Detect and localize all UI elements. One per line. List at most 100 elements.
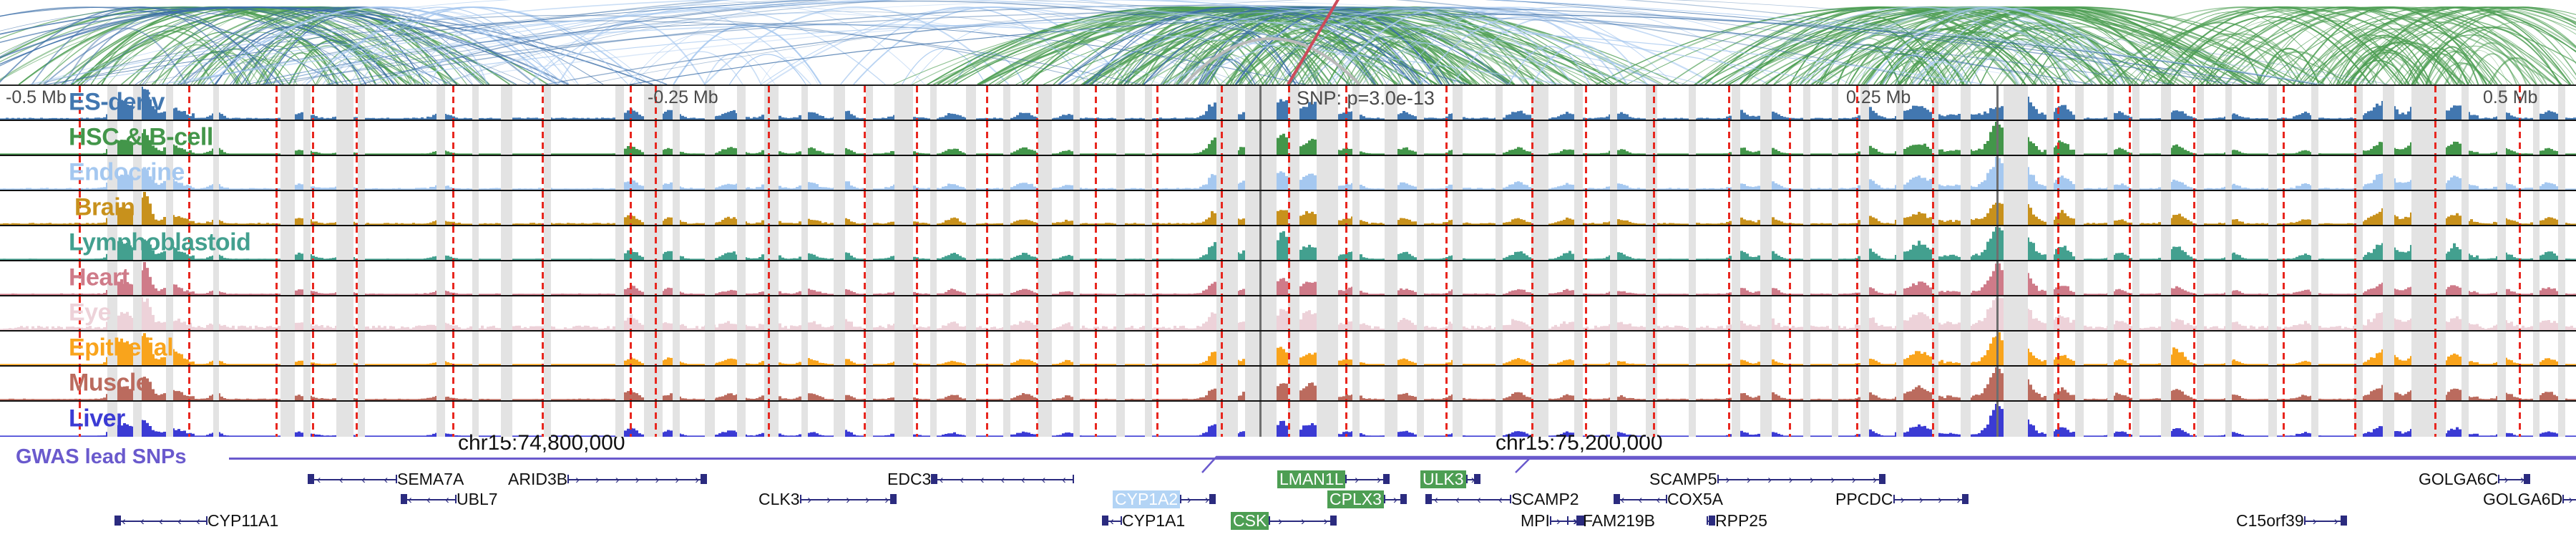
regulatory-shade bbox=[1003, 261, 1010, 295]
interaction-arc bbox=[2301, 6, 2576, 84]
track-hsc-b-cell[interactable]: HSC & B-cell bbox=[0, 121, 2576, 156]
regulatory-shade bbox=[2558, 296, 2565, 330]
regulatory-shade bbox=[303, 367, 311, 400]
interaction-arc bbox=[1419, 16, 1621, 84]
gene-csk[interactable]: CSK › › › bbox=[1231, 511, 1337, 530]
snp-marker-line bbox=[1288, 367, 1290, 400]
gene-exon-block bbox=[114, 516, 121, 526]
strand-arrow-icon: › bbox=[615, 472, 620, 486]
track-endocrine[interactable]: Endocrine bbox=[0, 156, 2576, 191]
gene-intron-line bbox=[2498, 479, 2531, 480]
regulatory-shade bbox=[1453, 261, 1463, 295]
regulatory-shade bbox=[834, 86, 845, 120]
track-muscle[interactable]: Muscle bbox=[0, 367, 2576, 402]
snp-marker-line bbox=[312, 332, 314, 365]
regulatory-shade bbox=[1116, 121, 1125, 155]
regulatory-shade bbox=[1803, 367, 1810, 400]
snp-marker-line bbox=[188, 402, 190, 437]
snp-marker-line bbox=[864, 191, 866, 225]
regulatory-shade bbox=[2558, 156, 2565, 190]
track-lymphoblastoid[interactable]: Lymphoblastoid bbox=[0, 226, 2576, 261]
strand-arrow-icon: ‹ bbox=[1656, 492, 1661, 506]
regulatory-shade bbox=[644, 402, 663, 437]
gene-cyp1a2[interactable]: CYP1A2 › › bbox=[1113, 490, 1216, 508]
gene-intron-line bbox=[401, 499, 457, 500]
track-brain[interactable]: Brain bbox=[0, 191, 2576, 226]
interaction-arc bbox=[90, 25, 243, 84]
gene-c15orf39[interactable]: C15orf39 › › bbox=[2236, 511, 2347, 530]
gene-cyp11a1[interactable]: ‹ ‹ ‹ ‹ ‹ CYP11A1 bbox=[114, 511, 278, 530]
gene-label: RPP25 bbox=[1715, 511, 1767, 530]
gene-strand-arrows: › bbox=[1567, 515, 1583, 527]
snp-marker-line bbox=[2434, 332, 2436, 365]
snp-marker-line bbox=[630, 226, 632, 260]
gene-arid3b[interactable]: ARID3B › › › › › › › bbox=[508, 470, 708, 488]
regulatory-shade bbox=[436, 296, 445, 330]
gene-label: EDC3 bbox=[887, 469, 932, 488]
snp-marker-line bbox=[1156, 332, 1158, 365]
gene-clk3[interactable]: CLK3 › › › › › bbox=[758, 490, 897, 508]
strand-arrow-icon: › bbox=[1725, 472, 1730, 486]
gene-cox5a[interactable]: ‹ ‹ ‹ COX5A bbox=[1614, 490, 1723, 508]
gene-golga6c[interactable]: GOLGA6C › › bbox=[2419, 470, 2531, 488]
position-marker-line bbox=[1996, 261, 1999, 295]
interaction-arc bbox=[1311, 44, 1416, 84]
regulatory-shade bbox=[615, 261, 624, 295]
gene-exon-block bbox=[1209, 494, 1216, 504]
gene-ulk3[interactable]: ULK3 › bbox=[1420, 470, 1480, 488]
regulatory-shade bbox=[2533, 156, 2540, 190]
gene-cyp1a1[interactable]: ‹ CYP1A1 bbox=[1102, 511, 1185, 530]
gene-rpp25[interactable]: ›RPP25 bbox=[1707, 511, 1767, 530]
gene-golga6d[interactable]: GOLGA6D›› bbox=[2483, 490, 2576, 508]
gene-ppcdc[interactable]: PPCDC › › › › bbox=[1835, 490, 1968, 508]
snp-marker-line bbox=[864, 226, 866, 260]
regulatory-shade bbox=[1732, 367, 1740, 400]
gene-sema7a[interactable]: ‹ ‹ ‹ ‹ SEMA7A bbox=[308, 470, 464, 488]
track-es-deriv[interactable]: -0.5 Mb -0.25 Mb 0.25 Mb 0.5 Mb SNP: p=3.0e-… bbox=[0, 86, 2576, 121]
gene-intron-line bbox=[1717, 479, 1885, 480]
regulatory-shade bbox=[1352, 226, 1360, 260]
regulatory-shade bbox=[2411, 402, 2446, 437]
gene-lman1l[interactable]: LMAN1L › › bbox=[1277, 470, 1390, 488]
regulatory-shade bbox=[2558, 367, 2565, 400]
gene-cplx3[interactable]: CPLX3 › bbox=[1327, 490, 1407, 508]
gene-scamp5[interactable]: SCAMP5 › › › › › › › › bbox=[1649, 470, 1885, 488]
regulatory-shade bbox=[1760, 121, 1772, 155]
track-heart[interactable]: Heart bbox=[0, 261, 2576, 296]
position-marker-line bbox=[1259, 226, 1262, 260]
regulatory-shade bbox=[1352, 121, 1360, 155]
gene-ubl7[interactable]: ‹ ‹ ‹ UBL7 bbox=[401, 490, 498, 508]
position-marker-line bbox=[1259, 86, 1262, 120]
position-marker-line bbox=[1259, 191, 1262, 225]
regulatory-shade bbox=[2075, 156, 2084, 190]
snp-marker-line bbox=[1036, 156, 1038, 190]
regulatory-shade bbox=[1689, 261, 1696, 295]
gene-intron-line bbox=[1345, 479, 1390, 480]
track-liver[interactable]: Liver bbox=[0, 402, 2576, 437]
snp-marker-line bbox=[2193, 367, 2195, 400]
regulatory-shade bbox=[336, 367, 353, 400]
track-shading bbox=[0, 86, 2576, 120]
regulatory-shade bbox=[615, 226, 624, 260]
regulatory-shade bbox=[1760, 261, 1772, 295]
regulatory-shade bbox=[764, 156, 779, 190]
regulatory-shade bbox=[1574, 261, 1583, 295]
regulatory-shade bbox=[1574, 296, 1583, 330]
regulatory-shade bbox=[1216, 86, 1238, 120]
snp-marker-line bbox=[1036, 332, 1038, 365]
gene-fam219b[interactable]: › FAM219B bbox=[1567, 511, 1655, 530]
regulatory-shade bbox=[1932, 191, 1938, 225]
track-epithelial[interactable]: Epithelial bbox=[0, 332, 2576, 367]
gene-exon-block bbox=[2340, 516, 2347, 526]
track-eye[interactable]: Eye bbox=[0, 296, 2576, 332]
gene-model: ‹ ‹ ‹ ‹ bbox=[1425, 493, 1511, 505]
gene-scamp2[interactable]: ‹ ‹ ‹ ‹ SCAMP2 bbox=[1425, 490, 1579, 508]
snp-marker-line bbox=[2129, 332, 2131, 365]
snp-marker-line bbox=[542, 367, 544, 400]
gene-edc3[interactable]: EDC3 ‹ ‹ ‹ ‹ ‹ ‹ ‹ bbox=[887, 469, 1075, 488]
regulatory-shade bbox=[1288, 296, 1299, 330]
gene-tss-cap bbox=[1567, 516, 1568, 525]
regulatory-shade bbox=[1531, 296, 1548, 330]
strand-arrow-icon: › bbox=[2312, 513, 2317, 528]
regulatory-shade bbox=[705, 226, 715, 260]
